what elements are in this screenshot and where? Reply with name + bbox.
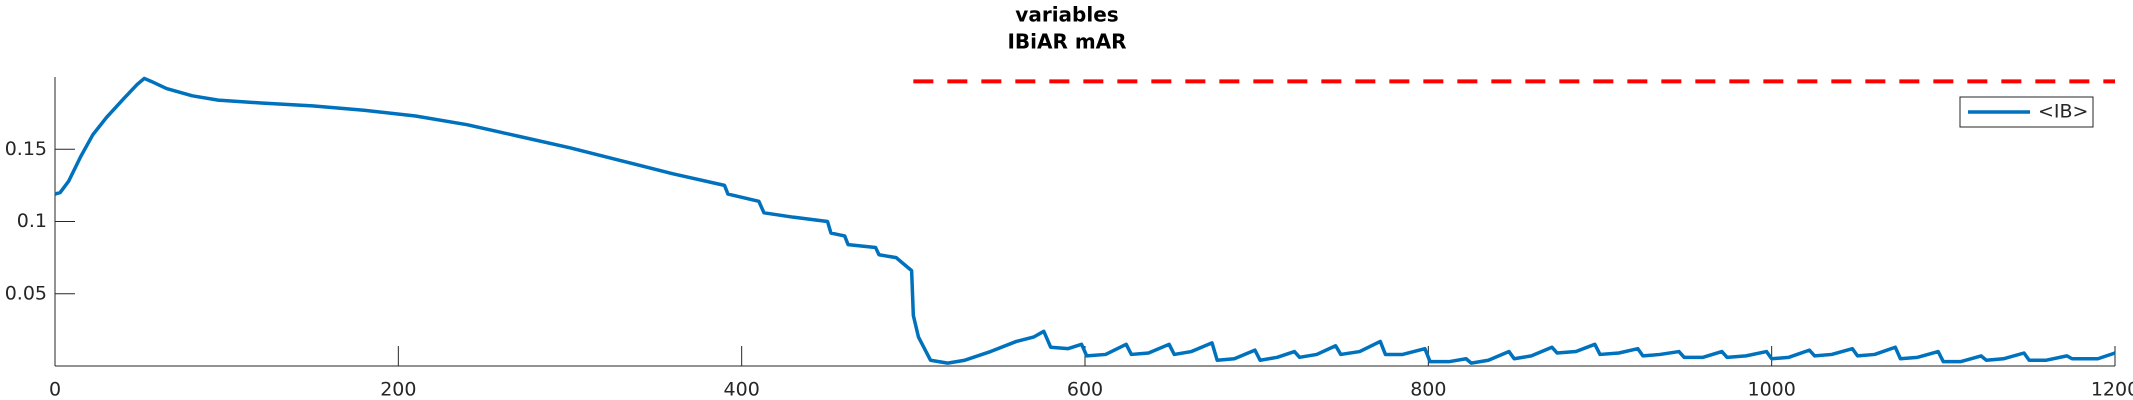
y-tick-label: 0.15	[5, 138, 47, 160]
y-tick-label: 0.05	[5, 282, 47, 304]
chart-title: variables	[1015, 3, 1118, 27]
y-tick-label: 0.1	[17, 210, 47, 232]
x-tick-label: 1000	[1747, 379, 1795, 400]
data-line	[54, 76, 2116, 365]
x-tick-label: 0	[49, 379, 61, 400]
x-tick-label: 800	[1410, 379, 1446, 400]
x-tick-label: 200	[380, 379, 416, 400]
legend-label: <IB>	[2038, 101, 2088, 123]
x-tick-label: 600	[1067, 379, 1103, 400]
chart-subtitle: IBiAR mAR	[1007, 30, 1126, 54]
x-tick-label: 400	[724, 379, 760, 400]
